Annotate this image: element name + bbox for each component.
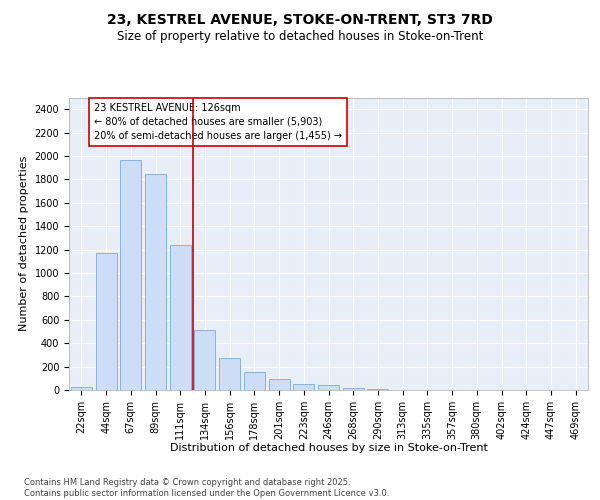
Bar xyxy=(145,174,166,390)
Bar xyxy=(318,386,339,390)
Bar xyxy=(71,386,92,390)
Text: 23 KESTREL AVENUE: 126sqm
← 80% of detached houses are smaller (5,903)
20% of se: 23 KESTREL AVENUE: 126sqm ← 80% of detac… xyxy=(94,103,342,141)
Bar xyxy=(194,330,215,390)
Bar xyxy=(95,253,116,390)
Bar xyxy=(269,380,290,390)
Bar xyxy=(367,388,388,390)
Bar xyxy=(170,245,191,390)
Bar xyxy=(293,384,314,390)
Bar xyxy=(343,388,364,390)
Text: Contains HM Land Registry data © Crown copyright and database right 2025.
Contai: Contains HM Land Registry data © Crown c… xyxy=(24,478,389,498)
Bar xyxy=(244,372,265,390)
Y-axis label: Number of detached properties: Number of detached properties xyxy=(19,156,29,332)
X-axis label: Distribution of detached houses by size in Stoke-on-Trent: Distribution of detached houses by size … xyxy=(170,444,487,454)
Text: 23, KESTREL AVENUE, STOKE-ON-TRENT, ST3 7RD: 23, KESTREL AVENUE, STOKE-ON-TRENT, ST3 … xyxy=(107,12,493,26)
Bar xyxy=(219,358,240,390)
Text: Size of property relative to detached houses in Stoke-on-Trent: Size of property relative to detached ho… xyxy=(117,30,483,43)
Bar xyxy=(120,160,141,390)
